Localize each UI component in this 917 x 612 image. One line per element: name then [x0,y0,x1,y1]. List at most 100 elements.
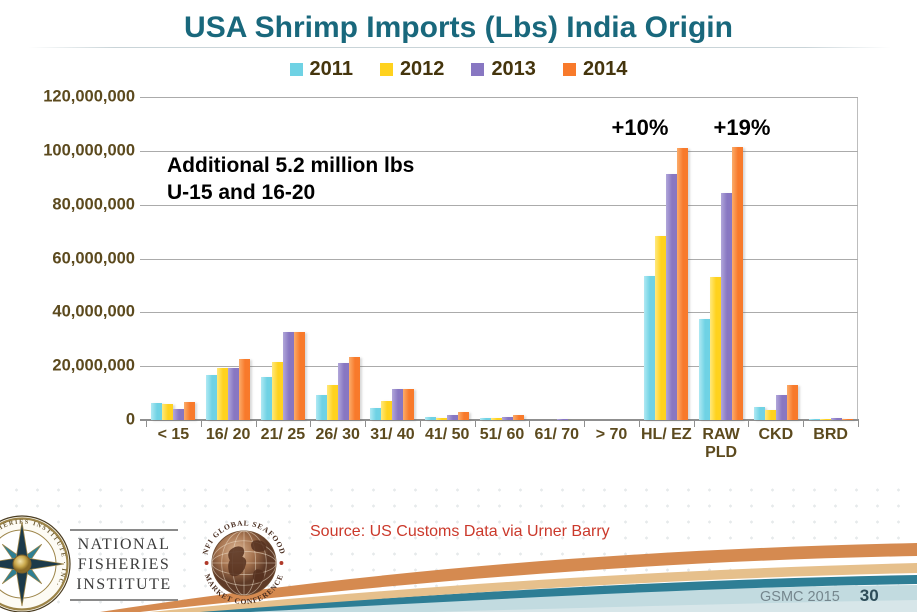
x-tick-label: 16/ 20 [205,426,251,443]
annotation-note-line2: U-15 and 16-20 [167,181,316,204]
bar-2013 [556,419,568,420]
bar-2014 [184,402,196,420]
x-axis-tick [638,421,640,427]
bar-2014 [732,147,744,420]
y-tick-label: 40,000,000 [52,302,135,321]
annotation-growth-hlez: +10% [611,115,669,140]
footer: NATIONAL FISHERIES INSTITUTE · INC. NATI… [0,478,917,612]
bar-2011 [479,418,491,420]
bar-2011 [151,403,163,420]
bar-2014 [512,415,524,420]
x-axis-tick [255,421,257,427]
x-axis-labels: < 15 16/ 20 21/ 25 26/ 30 31/ 40 41/ 50 51/ 60… [146,426,858,466]
bar-2014 [677,148,689,420]
plot-area [140,97,859,427]
annotation-note: Additional 5.2 million lbs U-15 and 16-2… [167,152,414,206]
annotation-growth-rawpld: +19% [713,115,771,140]
footer-conference: GSMC 2015 30 [760,586,879,606]
page-number: 30 [859,586,879,605]
bar-group-26-30 [310,97,365,420]
nfi-wordmark: NATIONAL FISHERIES INSTITUTE [70,529,178,601]
x-tick-label: 41/ 50 [424,426,470,443]
x-axis-tick [419,421,421,427]
nfi-wordmark-line2: FISHERIES [77,556,171,573]
bar-2013 [830,418,842,420]
gridline [140,204,858,206]
bar-2011 [315,395,327,420]
bar-2013 [775,395,787,420]
bar-2011 [699,319,711,420]
x-axis-line [140,419,859,421]
bar-2013 [173,409,185,420]
bar-2013 [501,417,513,420]
y-tick-label: 20,000,000 [52,356,135,375]
bar-2013 [282,332,294,420]
gridline [140,97,858,98]
legend-label: 2012 [399,58,445,80]
bar-2013 [666,174,678,420]
title-divider [28,47,891,48]
bar-2014 [348,357,360,420]
legend-label: 2011 [309,58,353,80]
bar-group-21-25 [256,97,311,420]
x-axis-tick [748,421,750,427]
bar-2012 [710,277,722,420]
legend-label: 2014 [582,58,628,80]
bar-group-31-40 [365,97,420,420]
x-axis-tick [858,421,859,427]
bar-2014 [403,389,415,420]
x-tick-label: < 15 [157,426,190,443]
bar-2011 [206,375,218,420]
nfi-compass-logo-icon: NATIONAL FISHERIES INSTITUTE · INC. [0,515,71,612]
bar-2013 [337,363,349,420]
bar-group-51-60 [475,97,530,420]
x-axis-tick [584,421,586,427]
x-axis-tick [803,421,805,427]
bar-2013 [228,368,240,420]
legend-swatch-2011 [289,63,303,76]
nfi-wordmark-line1: NATIONAL [77,536,171,553]
y-tick-label: 100,000,000 [43,141,135,160]
bar-2014 [786,385,798,420]
bar-2012 [326,385,338,420]
bar-group-16-20 [201,97,256,420]
legend-swatch-2013 [471,63,485,76]
bar-2012 [381,401,393,420]
y-tick-label: 80,000,000 [52,195,135,214]
globe-accent-right [279,561,284,565]
bar-2014 [841,419,853,420]
x-axis-tick [474,421,476,427]
legend-label: 2013 [491,58,536,80]
bar-2011 [808,419,820,420]
gridline [140,258,858,260]
y-tick-label: 120,000,000 [43,87,135,106]
bar-2011 [370,408,382,420]
bar-group-raw-pld [694,97,749,420]
bar-2012 [655,236,667,420]
legend-item-2011: 2011 [289,58,353,81]
x-axis-tick [529,421,531,427]
conference-label: GSMC 2015 [760,589,840,605]
x-tick-label: 61/ 70 [534,426,579,443]
y-axis-labels: 0 20,000,000 40,000,000 60,000,000 80,000,00… [0,88,135,429]
legend-swatch-2014 [562,63,576,76]
bar-2012 [162,404,174,420]
bar-group-41-50 [420,97,475,420]
bar-2011 [260,377,272,420]
bar-groups [146,97,858,420]
x-tick-label: HL/ EZ [640,426,692,443]
x-axis-tick [310,421,312,427]
x-tick-label: 21/ 25 [260,426,306,443]
bar-2012 [271,362,283,420]
bar-group-ckd [748,97,803,420]
x-axis-tick [365,421,367,427]
x-tick-label: 26/ 30 [315,426,360,443]
source-note: Source: US Customs Data via Urner Barry [310,523,610,540]
bar-2014 [458,412,470,420]
bar-2013 [447,415,459,420]
globe-accent-left [204,561,209,565]
bar-2013 [721,193,733,420]
x-axis-tick [693,421,695,427]
nfi-wordmark-line3: INSTITUTE [76,576,172,593]
